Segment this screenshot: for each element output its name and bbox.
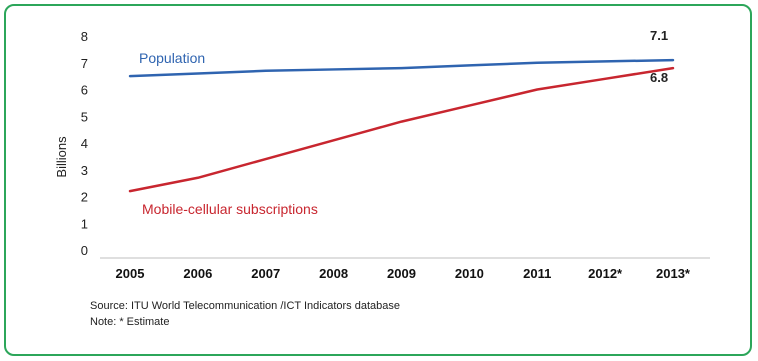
mobile-end-label: 6.8 [650, 70, 668, 85]
mobile-series-label: Mobile-cellular subscriptions [142, 201, 318, 217]
x-tick-label: 2006 [183, 266, 212, 281]
x-axis: 2005 2006 2007 2008 2009 2010 2011 2012* 2013* [116, 266, 691, 281]
y-tick-label: 1 [81, 216, 88, 231]
x-tick-label: 2012* [588, 266, 623, 281]
x-tick-label: 2005 [116, 266, 145, 281]
x-tick-label: 2009 [387, 266, 416, 281]
population-end-label: 7.1 [650, 28, 668, 43]
y-tick-label: 8 [81, 29, 88, 44]
y-tick-label: 7 [81, 56, 88, 71]
figure-frame [4, 4, 752, 356]
y-tick-label: 2 [81, 190, 88, 205]
x-tick-label: 2010 [455, 266, 484, 281]
y-axis-title: Billions [54, 136, 69, 178]
population-series-label: Population [139, 50, 205, 66]
source-note: Source: ITU World Telecommunication /ICT… [90, 300, 400, 312]
y-tick-label: 4 [81, 136, 88, 151]
series-lines [128, 58, 675, 193]
x-tick-label: 2007 [251, 266, 280, 281]
chart-notes: Source: ITU World Telecommunication /ICT… [90, 298, 400, 330]
y-axis: 0 1 2 3 4 5 6 7 8 [81, 29, 88, 258]
population-line [128, 58, 675, 78]
estimate-note: Note: * Estimate [90, 316, 170, 328]
x-tick-label: 2013* [656, 266, 691, 281]
mobile-subscriptions-line [128, 66, 675, 193]
x-tick-label: 2008 [319, 266, 348, 281]
x-tick-label: 2011 [523, 266, 551, 281]
y-tick-label: 6 [81, 83, 88, 98]
y-tick-label: 5 [81, 109, 88, 124]
y-tick-label: 3 [81, 163, 88, 178]
y-tick-label: 0 [81, 243, 88, 258]
